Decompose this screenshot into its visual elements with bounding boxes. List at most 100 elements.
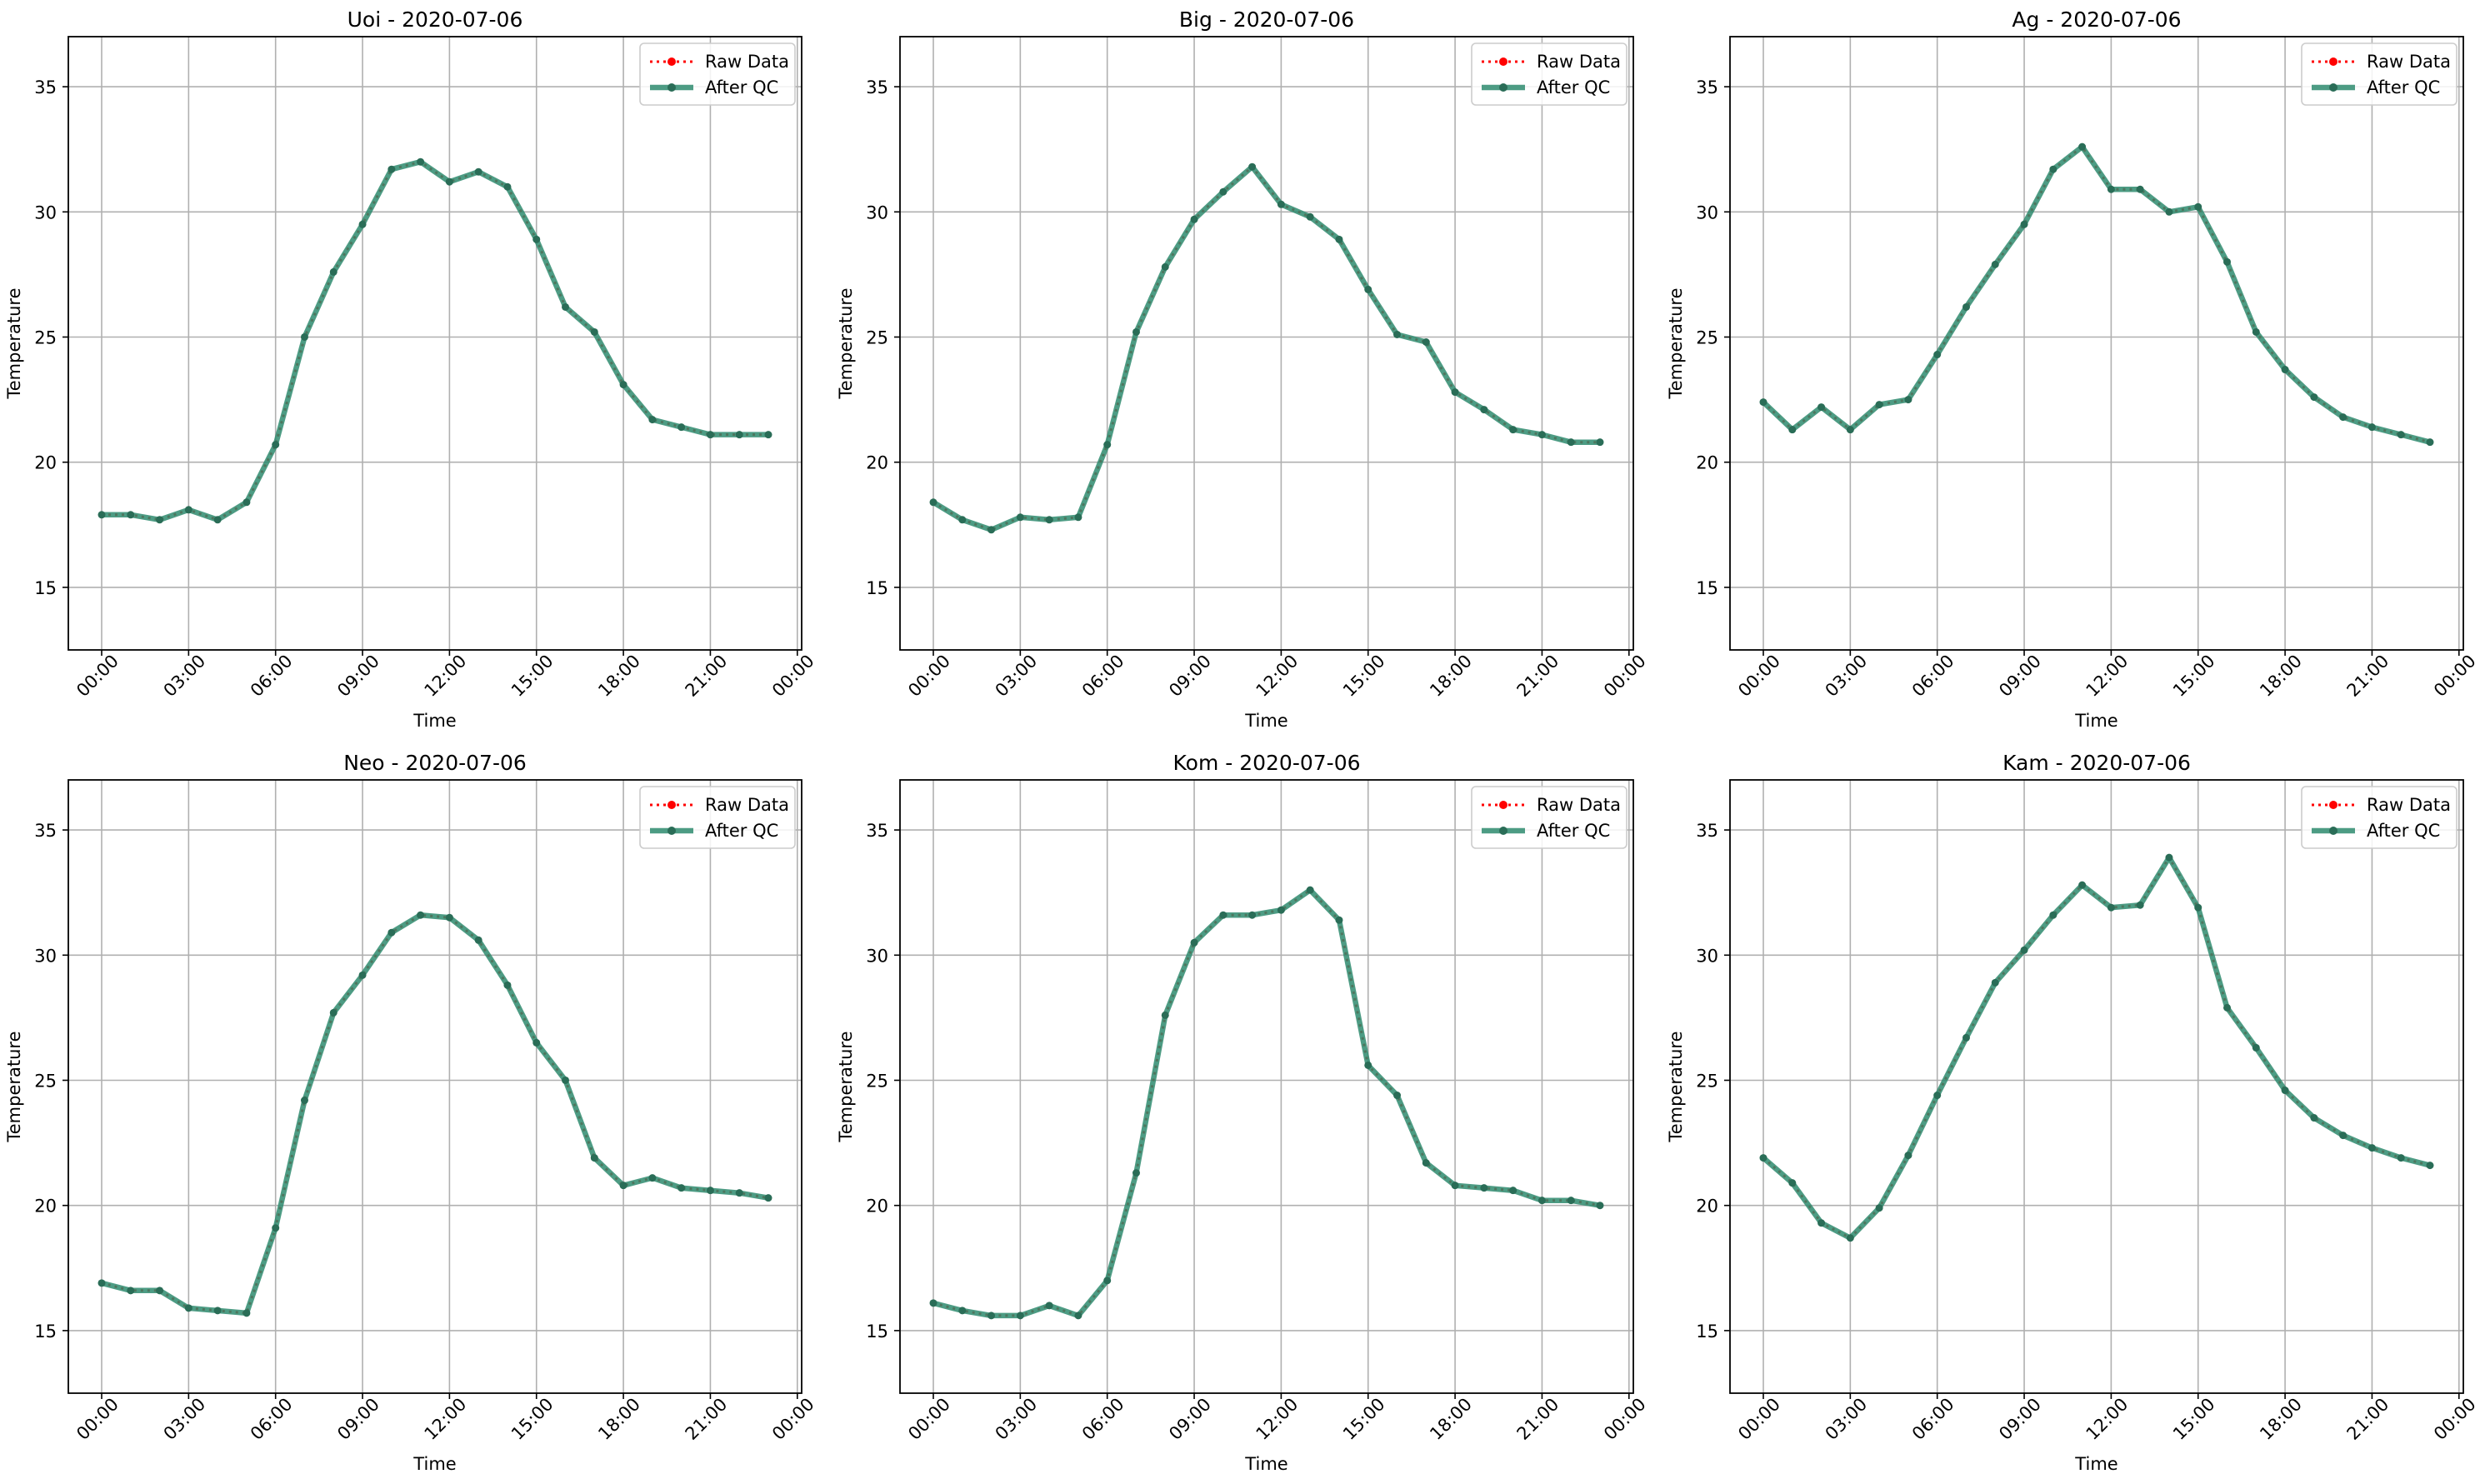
after-qc-point — [678, 423, 686, 432]
after-qc-point — [1788, 1179, 1797, 1187]
after-qc-point — [445, 177, 453, 186]
after-qc-point — [1161, 1011, 1169, 1019]
y-tick-label: 35 — [1696, 821, 1718, 841]
x-tick-label: 09:00 — [333, 651, 383, 701]
after-qc-point — [2136, 185, 2144, 193]
x-tick-label: 15:00 — [1339, 651, 1389, 701]
after-qc-point — [2049, 165, 2058, 173]
x-axis-label: Time — [1244, 1454, 1288, 1474]
legend: Raw Data After QC — [2301, 42, 2458, 106]
after-qc-point — [562, 302, 570, 311]
x-tick-label: 00:00 — [1600, 1394, 1650, 1444]
x-tick-label: 18:00 — [594, 1394, 644, 1444]
x-tick-label: 00:00 — [904, 651, 954, 701]
x-tick-label: 06:00 — [1908, 651, 1958, 701]
after-qc-point — [2223, 257, 2232, 266]
after-qc-point — [417, 157, 425, 166]
after-qc-point — [1277, 906, 1285, 914]
y-tick-label: 30 — [34, 202, 57, 222]
after-qc-point — [184, 1304, 192, 1312]
after-qc-point — [1335, 235, 1343, 243]
y-tick-label: 20 — [34, 1197, 57, 1217]
after-qc-point — [2049, 911, 2058, 919]
after-qc-point — [2165, 207, 2173, 216]
y-axis-label: Temperature — [4, 1031, 24, 1142]
x-tick-label: 21:00 — [1513, 651, 1563, 701]
axes-frame — [68, 36, 802, 651]
after-qc-point — [1219, 187, 1228, 196]
after-qc-point — [127, 1287, 135, 1295]
legend-qc-marker — [1499, 827, 1508, 835]
chart-title: Big - 2020-07-06 — [1179, 7, 1354, 32]
after-qc-point — [1393, 330, 1402, 338]
y-tick-label: 20 — [34, 453, 57, 473]
after-qc-point — [1596, 1202, 1604, 1210]
legend-label-raw-data: Raw Data — [2367, 795, 2451, 815]
legend-raw-marker — [1499, 57, 1508, 66]
after-qc-point — [1016, 513, 1024, 522]
series-line-raw-data — [101, 913, 769, 1315]
x-axis-label: Time — [412, 1454, 456, 1474]
after-qc-point — [1509, 426, 1518, 434]
after-qc-point — [98, 1279, 106, 1287]
y-tick-label: 30 — [34, 946, 57, 966]
y-tick-label: 15 — [866, 578, 888, 598]
after-qc-point — [388, 928, 396, 937]
chart-title: Neo - 2020-07-06 — [343, 751, 527, 775]
x-tick-label: 00:00 — [768, 1394, 818, 1444]
after-qc-point — [184, 506, 192, 514]
after-qc-point — [1788, 426, 1797, 434]
after-qc-point — [1074, 513, 1082, 522]
legend: Raw Data After QC — [2301, 786, 2458, 849]
x-tick-label: 09:00 — [333, 1394, 383, 1444]
after-qc-point — [300, 332, 308, 341]
y-tick-label: 35 — [1696, 77, 1718, 97]
after-qc-point — [503, 981, 512, 989]
x-axis-label: Time — [2074, 711, 2118, 731]
x-tick-label: 12:00 — [2082, 651, 2132, 701]
y-tick-label: 25 — [866, 1071, 888, 1091]
after-qc-point — [1364, 1061, 1372, 1069]
series-line-raw-data — [102, 160, 768, 522]
y-axis-label: Temperature — [4, 287, 24, 399]
legend-qc-marker — [1499, 83, 1508, 92]
after-qc-point — [1567, 438, 1575, 447]
after-qc-point — [1103, 441, 1112, 449]
x-tick-label: 03:00 — [992, 1394, 1042, 1444]
after-qc-point — [929, 498, 938, 507]
after-qc-point — [988, 526, 996, 534]
legend-label-after-qc: After QC — [2367, 821, 2440, 841]
legend-label-after-qc: After QC — [705, 77, 778, 97]
after-qc-point — [1538, 1197, 1546, 1205]
after-qc-point — [706, 1187, 714, 1195]
after-qc-point — [127, 511, 135, 519]
series-line-raw-data — [932, 888, 1601, 1317]
legend-label-after-qc: After QC — [1537, 77, 1610, 97]
x-tick-label: 03:00 — [992, 651, 1042, 701]
x-tick-label: 18:00 — [2256, 1394, 2306, 1444]
y-tick-label: 15 — [34, 1322, 57, 1342]
legend-qc-marker — [2329, 83, 2338, 92]
after-qc-point — [2368, 1144, 2376, 1152]
after-qc-point — [1991, 978, 1999, 987]
after-qc-point — [619, 1182, 628, 1190]
legend-raw-marker — [668, 801, 676, 809]
series-line-raw-data — [1762, 855, 2431, 1240]
after-qc-point — [2194, 202, 2202, 211]
legend-label-after-qc: After QC — [1537, 821, 1610, 841]
after-qc-point — [2107, 185, 2115, 193]
after-qc-point — [1875, 1204, 1883, 1212]
after-qc-point — [213, 1307, 222, 1315]
after-qc-point — [1132, 1169, 1140, 1177]
x-tick-label: 12:00 — [1252, 651, 1302, 701]
legend: Raw Data After QC — [1471, 42, 1628, 106]
x-tick-label: 03:00 — [1822, 1394, 1872, 1444]
chart-panel-2: 15 20 25 30 35 00:00 03:00 06:00 09:00 12:00 15:00… — [836, 7, 1650, 731]
after-qc-point — [474, 936, 482, 944]
x-tick-label: 12:00 — [421, 1394, 471, 1444]
x-tick-label: 03:00 — [1822, 651, 1872, 701]
legend-qc-marker — [2329, 827, 2338, 835]
y-tick-label: 30 — [1696, 946, 1718, 966]
after-qc-point — [2310, 393, 2318, 402]
